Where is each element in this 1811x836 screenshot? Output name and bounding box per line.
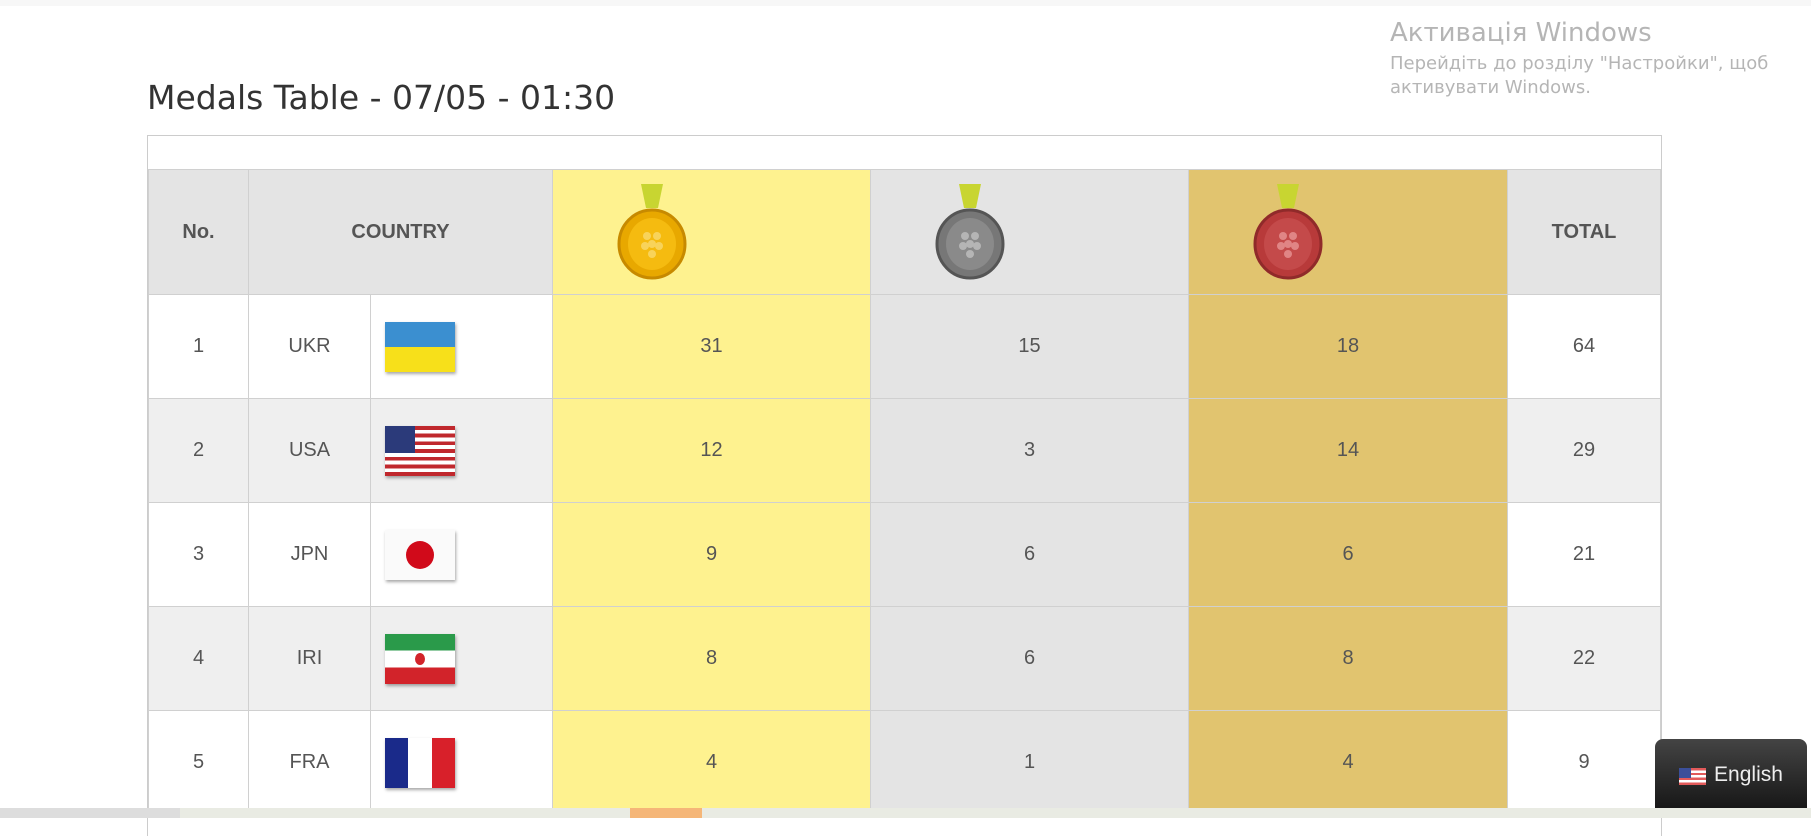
gold-count: 9: [552, 502, 871, 607]
flag-cell: [370, 606, 553, 711]
flag-cell: [370, 502, 553, 607]
country-code: JPN: [248, 502, 371, 607]
header-total: TOTAL: [1507, 169, 1661, 295]
rank: 5: [148, 710, 249, 815]
silver-count: 15: [870, 294, 1189, 399]
gold-count: 12: [552, 398, 871, 503]
gold-medal-icon: [615, 184, 689, 286]
table-row: 4 IRI 8 6 8 22: [148, 606, 1661, 711]
header-silver: [870, 169, 1189, 295]
ukraine-flag-icon: [385, 321, 455, 372]
rank: 2: [148, 398, 249, 503]
medals-table: No. COUNTRY TOTAL 1 UKR 31 15 18 64 2 US…: [148, 169, 1661, 815]
gold-count: 31: [552, 294, 871, 399]
rank: 1: [148, 294, 249, 399]
table-row: 2 USA 12 3 14 29: [148, 398, 1661, 503]
rank: 4: [148, 606, 249, 711]
silver-count: 1: [870, 710, 1189, 815]
france-flag-icon: [385, 737, 455, 788]
usa-flag-icon: [385, 425, 455, 476]
page-title: Medals Table - 07/05 - 01:30: [147, 78, 616, 117]
medals-table-container: No. COUNTRY TOTAL 1 UKR 31 15 18 64 2 US…: [147, 135, 1662, 836]
bottom-bar: [0, 808, 1811, 818]
total-count: 22: [1507, 606, 1661, 711]
header-no: No.: [148, 169, 249, 295]
silver-medal-icon: [933, 184, 1007, 286]
total-count: 21: [1507, 502, 1661, 607]
top-strip: [0, 0, 1811, 6]
watermark-text: Перейдіть до розділу "Настройки", щоб акт…: [1390, 52, 1768, 100]
silver-count: 6: [870, 502, 1189, 607]
header-bronze: [1188, 169, 1508, 295]
language-selector[interactable]: English: [1655, 739, 1807, 818]
bottom-bar-highlight: [630, 808, 702, 818]
language-label: English: [1714, 763, 1783, 786]
header-country: COUNTRY: [248, 169, 553, 295]
country-code: FRA: [248, 710, 371, 815]
total-count: 29: [1507, 398, 1661, 503]
silver-count: 3: [870, 398, 1189, 503]
bronze-medal-icon: [1251, 184, 1325, 286]
header-row: No. COUNTRY TOTAL: [148, 169, 1661, 295]
windows-activation-watermark: Активація Windows Перейдіть до розділу "…: [1390, 18, 1768, 100]
flag-cell: [370, 294, 553, 399]
watermark-line3: активувати Windows.: [1390, 77, 1591, 98]
bronze-count: 6: [1188, 502, 1508, 607]
flag-cell: [370, 398, 553, 503]
table-row: 3 JPN 9 6 6 21: [148, 502, 1661, 607]
bronze-count: 14: [1188, 398, 1508, 503]
bronze-count: 8: [1188, 606, 1508, 711]
japan-flag-icon: [385, 529, 455, 580]
table-row: 1 UKR 31 15 18 64: [148, 294, 1661, 399]
bottom-bar-segment: [0, 808, 180, 818]
iran-flag-icon: [385, 633, 455, 684]
gold-count: 8: [552, 606, 871, 711]
country-code: USA: [248, 398, 371, 503]
country-code: IRI: [248, 606, 371, 711]
rank: 3: [148, 502, 249, 607]
header-gold: [552, 169, 871, 295]
gold-count: 4: [552, 710, 871, 815]
country-code: UKR: [248, 294, 371, 399]
total-count: 9: [1507, 710, 1661, 815]
bronze-count: 18: [1188, 294, 1508, 399]
usa-flag-icon: [1679, 768, 1707, 785]
watermark-line2: Перейдіть до розділу "Настройки", щоб: [1390, 53, 1769, 74]
total-count: 64: [1507, 294, 1661, 399]
bronze-count: 4: [1188, 710, 1508, 815]
watermark-title: Активація Windows: [1390, 18, 1652, 48]
silver-count: 6: [870, 606, 1189, 711]
table-row: 5 FRA 4 1 4 9: [148, 710, 1661, 815]
flag-cell: [370, 710, 553, 815]
